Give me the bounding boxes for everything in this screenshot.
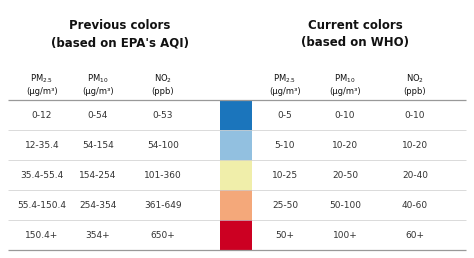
Text: 254-354: 254-354 — [79, 200, 117, 209]
Bar — [220, 190, 252, 220]
Text: 25-50: 25-50 — [272, 200, 298, 209]
Text: 154-254: 154-254 — [79, 171, 117, 180]
Text: 10-20: 10-20 — [402, 141, 428, 149]
Text: 50-100: 50-100 — [329, 200, 361, 209]
Text: NO$_2$
(ppb): NO$_2$ (ppb) — [404, 72, 426, 96]
Bar — [220, 220, 252, 250]
Text: 101-360: 101-360 — [144, 171, 182, 180]
Text: 50+: 50+ — [275, 230, 294, 239]
Text: Previous colors
(based on EPA's AQI): Previous colors (based on EPA's AQI) — [51, 19, 189, 49]
Text: 40-60: 40-60 — [402, 200, 428, 209]
Text: 60+: 60+ — [405, 230, 425, 239]
Text: 10-20: 10-20 — [332, 141, 358, 149]
Text: PM$_{2.5}$
(μg/m³): PM$_{2.5}$ (μg/m³) — [26, 72, 58, 96]
Text: PM$_{10}$
(μg/m³): PM$_{10}$ (μg/m³) — [82, 72, 114, 96]
Text: 35.4-55.4: 35.4-55.4 — [20, 171, 64, 180]
Bar — [220, 100, 252, 130]
Text: 0-5: 0-5 — [278, 110, 292, 119]
Text: NO$_2$
(ppb): NO$_2$ (ppb) — [152, 72, 174, 96]
Text: 10-25: 10-25 — [272, 171, 298, 180]
Text: 55.4-150.4: 55.4-150.4 — [18, 200, 66, 209]
Bar — [220, 160, 252, 190]
Text: 54-154: 54-154 — [82, 141, 114, 149]
Text: 0-53: 0-53 — [153, 110, 173, 119]
Text: PM$_{10}$
(μg/m³): PM$_{10}$ (μg/m³) — [329, 72, 361, 96]
Text: 150.4+: 150.4+ — [26, 230, 59, 239]
Text: 0-12: 0-12 — [32, 110, 52, 119]
Text: 20-40: 20-40 — [402, 171, 428, 180]
Text: 650+: 650+ — [151, 230, 175, 239]
Text: 354+: 354+ — [86, 230, 110, 239]
Text: 0-10: 0-10 — [405, 110, 425, 119]
Text: 100+: 100+ — [333, 230, 357, 239]
Text: 20-50: 20-50 — [332, 171, 358, 180]
Text: PM$_{2.5}$
(μg/m³): PM$_{2.5}$ (μg/m³) — [269, 72, 301, 96]
Text: 0-54: 0-54 — [88, 110, 108, 119]
Text: 5-10: 5-10 — [275, 141, 295, 149]
Text: 361-649: 361-649 — [144, 200, 182, 209]
Text: 0-10: 0-10 — [335, 110, 355, 119]
Bar — [220, 130, 252, 160]
Text: 54-100: 54-100 — [147, 141, 179, 149]
Text: 12-35.4: 12-35.4 — [25, 141, 59, 149]
Text: Current colors
(based on WHO): Current colors (based on WHO) — [301, 19, 409, 49]
